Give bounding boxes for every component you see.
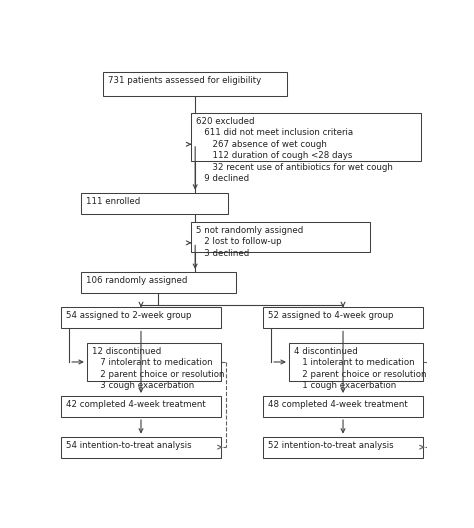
Text: 111 enrolled: 111 enrolled [86,197,140,206]
FancyBboxPatch shape [61,307,221,328]
Text: 42 completed 4-week treatment: 42 completed 4-week treatment [66,400,206,409]
Text: 12 discontinued
   7 intolerant to medication
   2 parent choice or resolution
 : 12 discontinued 7 intolerant to medicati… [91,347,224,390]
Text: 54 intention-to-treat analysis: 54 intention-to-treat analysis [66,441,191,450]
FancyBboxPatch shape [103,72,287,96]
FancyBboxPatch shape [61,437,221,458]
FancyBboxPatch shape [263,437,423,458]
FancyBboxPatch shape [87,343,221,381]
Text: 620 excluded
   611 did not meet inclusion criteria
      267 absence of wet cou: 620 excluded 611 did not meet inclusion … [196,117,393,183]
Text: 5 not randomly assigned
   2 lost to follow-up
   3 declined: 5 not randomly assigned 2 lost to follow… [196,226,303,258]
FancyBboxPatch shape [263,396,423,417]
Text: 48 completed 4-week treatment: 48 completed 4-week treatment [268,400,408,409]
FancyBboxPatch shape [263,307,423,328]
Text: 52 intention-to-treat analysis: 52 intention-to-treat analysis [268,441,393,450]
Text: 54 assigned to 2-week group: 54 assigned to 2-week group [66,312,191,320]
Text: 52 assigned to 4-week group: 52 assigned to 4-week group [268,312,393,320]
FancyBboxPatch shape [191,113,421,161]
Text: 731 patients assessed for eligibility: 731 patients assessed for eligibility [108,77,261,86]
FancyBboxPatch shape [191,222,370,252]
FancyBboxPatch shape [289,343,423,381]
FancyBboxPatch shape [82,193,228,214]
Text: 4 discontinued
   1 intolerant to medication
   2 parent choice or resolution
  : 4 discontinued 1 intolerant to medicatio… [293,347,426,390]
FancyBboxPatch shape [61,396,221,417]
Text: 106 randomly assigned: 106 randomly assigned [86,276,187,285]
FancyBboxPatch shape [82,272,236,293]
